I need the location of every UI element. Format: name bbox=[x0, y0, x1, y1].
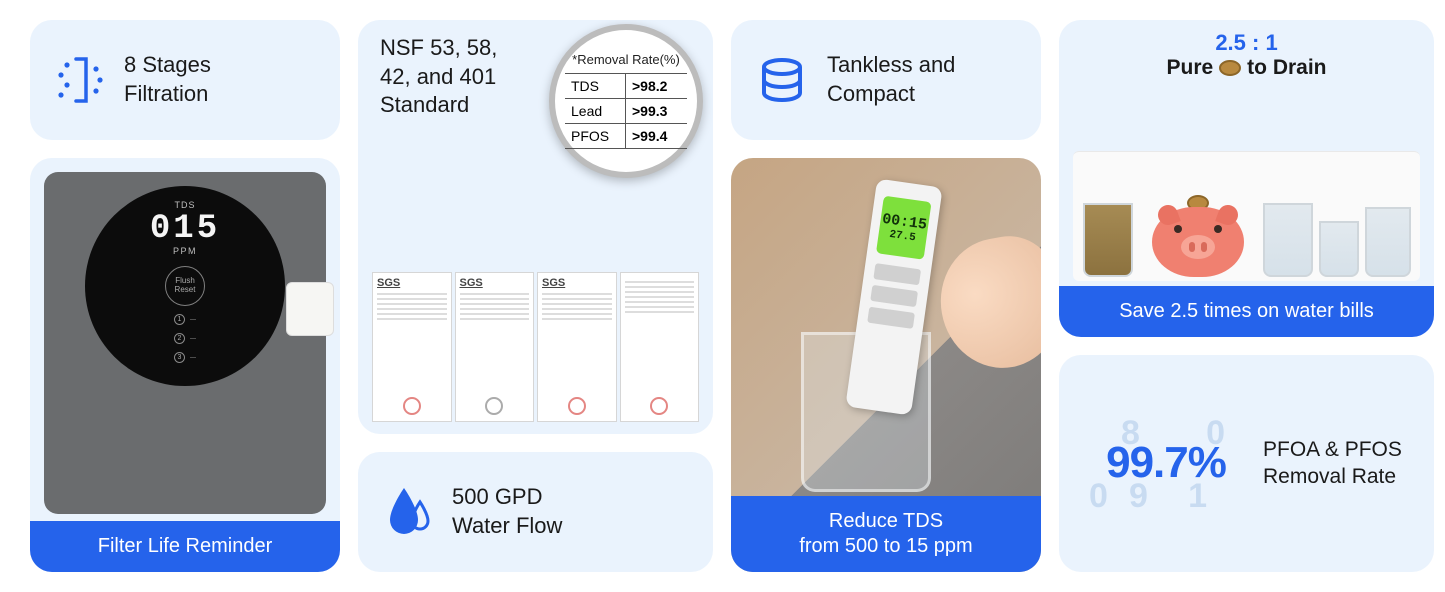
meter-buttons bbox=[867, 263, 921, 329]
clean-cup bbox=[1365, 207, 1411, 277]
ratio-caption: Save 2.5 times on water bills bbox=[1059, 286, 1434, 337]
mag-row-0: TDS>98.2 bbox=[565, 73, 687, 98]
meter-screen: 00:15 27.5 bbox=[876, 196, 932, 260]
tankless-l1: Tankless and bbox=[827, 51, 955, 80]
col-4: 2.5 : 1 Pure to Drain bbox=[1059, 20, 1434, 572]
mag-title: *Removal Rate(%) bbox=[572, 53, 680, 67]
ratio-num: 2.5 : 1 bbox=[1073, 30, 1420, 56]
feature-grid: 8 Stages Filtration TDS 015 PPM Flush Re… bbox=[30, 20, 1415, 572]
indicator-dots: 1 2 3 bbox=[174, 314, 196, 363]
card-tankless: Tankless and Compact bbox=[731, 20, 1041, 140]
col-2: NSF 53, 58, 42, and 401 Standard *Remova… bbox=[358, 20, 713, 572]
flow-l2: Water Flow bbox=[452, 512, 562, 541]
hand bbox=[931, 229, 1041, 378]
tds-cap-l1: Reduce TDS bbox=[739, 509, 1033, 534]
filtration-icon bbox=[56, 53, 104, 107]
card-filter-life: TDS 015 PPM Flush Reset 1 2 3 Filter Lif… bbox=[30, 158, 340, 572]
meter-v2: 27.5 bbox=[889, 228, 917, 244]
mag-row-1: Lead>99.3 bbox=[565, 98, 687, 123]
piggy-bank bbox=[1152, 199, 1244, 277]
magnifier: *Removal Rate(%) TDS>98.2 Lead>99.3 PFOS… bbox=[549, 24, 703, 178]
card-ratio: 2.5 : 1 Pure to Drain bbox=[1059, 20, 1434, 337]
removal-label: PFOA & PFOS Removal Rate bbox=[1263, 436, 1402, 491]
water-drop-icon bbox=[384, 484, 432, 540]
stages-text: 8 Stages Filtration bbox=[124, 51, 211, 108]
ratio-pure: Pure bbox=[1166, 56, 1213, 80]
tds-label: TDS bbox=[175, 200, 196, 210]
card-stages: 8 Stages Filtration bbox=[30, 20, 340, 140]
ppm-label: PPM bbox=[173, 246, 197, 256]
sgs-docs: SGS SGS SGS bbox=[372, 272, 699, 422]
sgs-doc: SGS bbox=[372, 272, 452, 422]
shelf bbox=[1073, 151, 1420, 281]
card-tds-meter: 00:15 27.5 Reduce TDS from 500 to 15 ppm bbox=[731, 158, 1041, 572]
ghost-digit: 1 bbox=[1188, 477, 1207, 516]
sgs-doc: SGS bbox=[455, 272, 535, 422]
wall-outlet bbox=[286, 282, 334, 336]
ghost-digit: 8 bbox=[1121, 414, 1140, 453]
card-removal: 8 0 0 9 1 99.7% PFOA & PFOS Removal Rate bbox=[1059, 355, 1434, 572]
removal-l2: Removal Rate bbox=[1263, 463, 1402, 490]
ghost-digit: 0 bbox=[1206, 414, 1225, 453]
ratio-drain: to Drain bbox=[1247, 56, 1326, 80]
flush-button: Flush Reset bbox=[165, 266, 205, 306]
removal-l1: PFOA & PFOS bbox=[1263, 436, 1402, 463]
ghost-digit: 9 bbox=[1129, 477, 1148, 516]
pct-animation: 8 0 0 9 1 99.7% bbox=[1081, 418, 1251, 508]
card-flow: 500 GPD Water Flow bbox=[358, 452, 713, 572]
sgs-doc: SGS bbox=[537, 272, 617, 422]
filter-caption: Filter Life Reminder bbox=[30, 521, 340, 572]
coin-icon bbox=[1219, 59, 1241, 77]
ratio-line: Pure to Drain bbox=[1073, 56, 1420, 80]
clean-cup bbox=[1263, 203, 1313, 277]
device-dial: TDS 015 PPM Flush Reset 1 2 3 bbox=[85, 186, 285, 386]
tankless-text: Tankless and Compact bbox=[827, 51, 955, 108]
clean-cup bbox=[1319, 221, 1359, 277]
stages-l2: Filtration bbox=[124, 80, 211, 109]
flow-l1: 500 GPD bbox=[452, 483, 562, 512]
flow-text: 500 GPD Water Flow bbox=[452, 483, 562, 540]
card-nsf: NSF 53, 58, 42, and 401 Standard *Remova… bbox=[358, 20, 713, 434]
tds-cap-l2: from 500 to 15 ppm bbox=[739, 534, 1033, 559]
col-3: Tankless and Compact 00:15 27.5 Reduce T… bbox=[731, 20, 1041, 572]
device-panel: TDS 015 PPM Flush Reset 1 2 3 bbox=[44, 172, 326, 514]
stages-l1: 8 Stages bbox=[124, 51, 211, 80]
mag-row-2: PFOS>99.4 bbox=[565, 123, 687, 149]
tds-caption: Reduce TDS from 500 to 15 ppm bbox=[731, 496, 1041, 572]
ratio-header: 2.5 : 1 Pure to Drain bbox=[1073, 30, 1420, 80]
col-1: 8 Stages Filtration TDS 015 PPM Flush Re… bbox=[30, 20, 340, 572]
tds-value: 015 bbox=[150, 212, 220, 246]
ghost-digit: 0 bbox=[1089, 477, 1108, 516]
sgs-doc bbox=[620, 272, 700, 422]
tankless-icon bbox=[757, 55, 807, 105]
tankless-l2: Compact bbox=[827, 80, 955, 109]
dirty-cup bbox=[1083, 203, 1133, 277]
